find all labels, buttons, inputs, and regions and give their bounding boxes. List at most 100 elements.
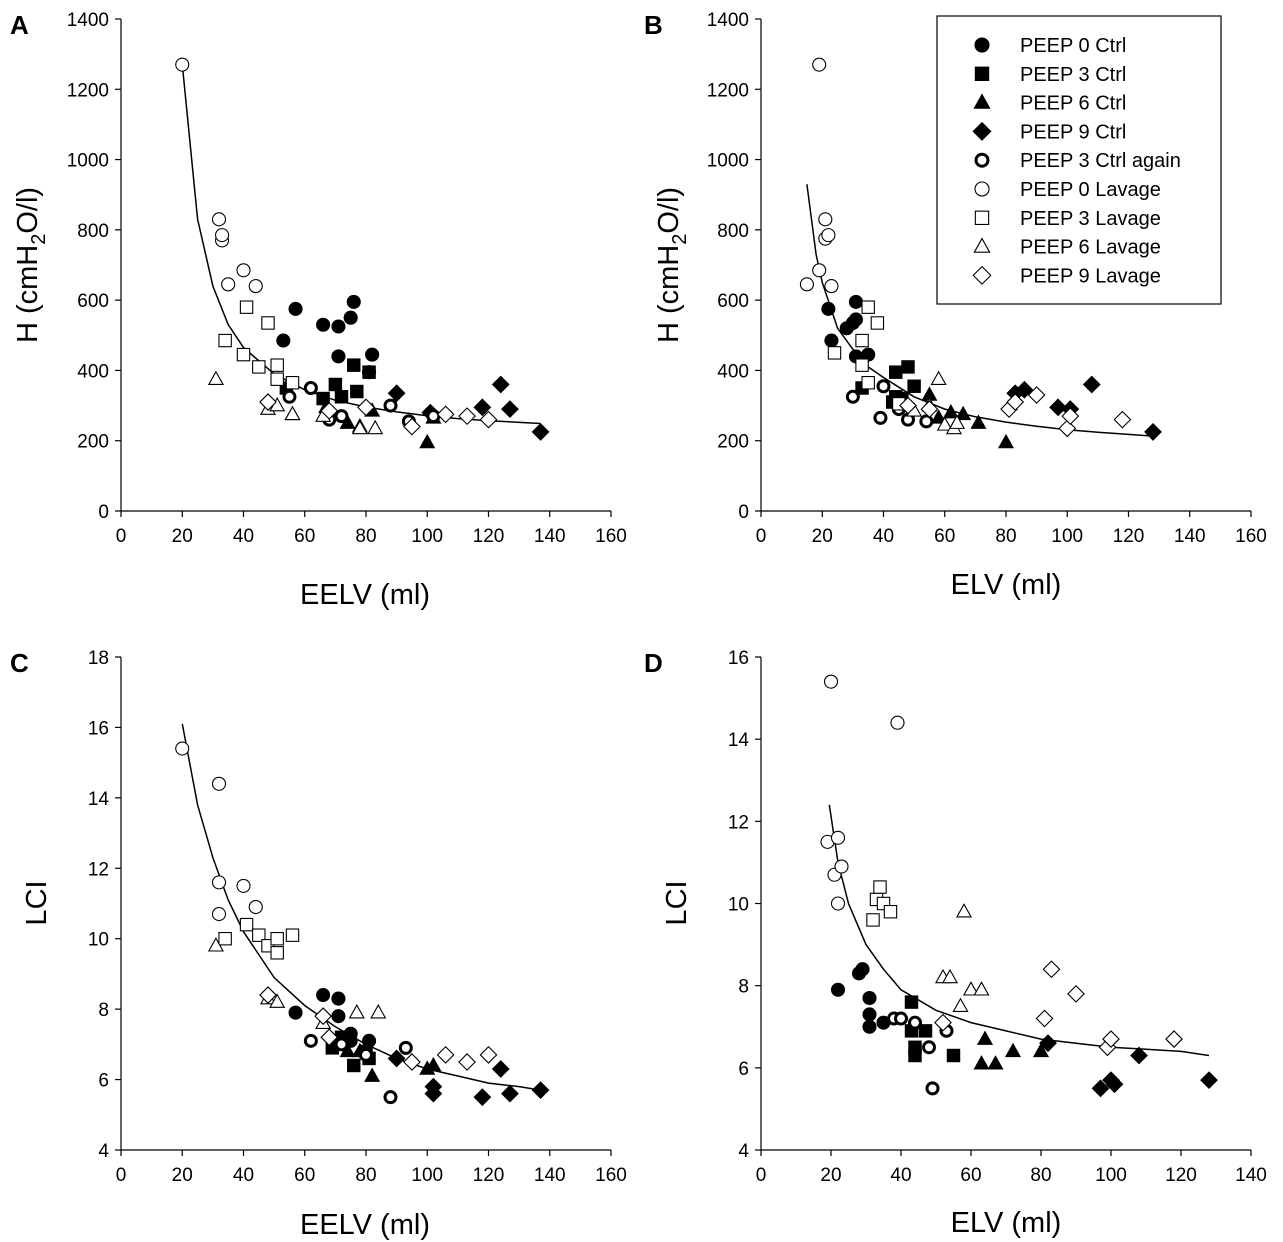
y-tick-label: 1400 [67, 10, 109, 31]
data-point [207, 937, 224, 952]
data-point [1049, 398, 1067, 417]
data-point [918, 1024, 933, 1038]
y-tick-label: 200 [77, 432, 109, 453]
y-axis-label: H (cmH2O/l) [12, 187, 50, 343]
data-point [1113, 410, 1132, 429]
data-point [1027, 386, 1046, 404]
data-point [343, 310, 358, 325]
panel-b: B 0 20 40 60 80 100 120 140 160 0 200 400 600 800 1000… [644, 10, 1267, 601]
y-tick-label: 10 [728, 895, 749, 916]
data-point [934, 1013, 952, 1032]
x-tick-label: 20 [812, 526, 833, 547]
data-point [501, 1084, 519, 1103]
data-point [285, 928, 300, 942]
x-tick-label: 120 [1113, 526, 1145, 547]
x-tick-label: 20 [172, 1165, 193, 1186]
data-point [861, 376, 875, 390]
data-point [314, 1007, 333, 1026]
data-point [952, 997, 969, 1012]
data-point [824, 333, 839, 348]
data-point [419, 433, 436, 449]
y-tick-label: 400 [77, 361, 109, 382]
data-point [331, 349, 346, 364]
data-point [908, 1040, 922, 1055]
data-point [458, 1053, 476, 1071]
data-point [316, 988, 331, 1003]
data-point [1039, 1034, 1057, 1053]
data-point [1091, 1079, 1110, 1098]
data-point [848, 312, 863, 327]
data-point [347, 1058, 361, 1073]
data-point [827, 346, 842, 360]
data-point [387, 1049, 406, 1068]
x-tick-label: 160 [1235, 526, 1267, 547]
data-point [824, 279, 839, 294]
x-tick-label: 140 [1235, 1165, 1267, 1186]
x-tick-label: 40 [233, 1165, 254, 1186]
x-tick-label: 160 [595, 526, 627, 547]
data-point [870, 316, 885, 330]
data-point [370, 1004, 387, 1019]
x-tick-label: 140 [534, 526, 566, 547]
x-tick-label: 100 [1051, 526, 1083, 547]
x-tick-label: 80 [355, 526, 376, 547]
x-tick-label: 20 [172, 526, 193, 547]
data-point [1105, 1075, 1124, 1094]
data-point [331, 319, 346, 334]
data-point [830, 982, 846, 997]
y-tick-label: 14 [88, 789, 110, 810]
data-point [962, 981, 980, 996]
panel-d: D 0 20 40 60 80 100 120 140 4 6 8 10 12 14 16 ELV (ml)… [644, 648, 1267, 1239]
data-point [364, 1067, 381, 1082]
data-point [248, 899, 263, 915]
data-point [403, 1053, 421, 1071]
x-tick-label: 120 [1165, 1165, 1197, 1186]
fit-curve [181, 723, 541, 1091]
y-tick-label: 1000 [707, 151, 749, 172]
data-point [350, 384, 364, 399]
data-point [936, 416, 953, 431]
data-point [270, 931, 284, 946]
panel-a: A 0 20 40 60 80 100 120 140 160 0 200 400 600 800 1000… [10, 10, 627, 611]
x-tick-label: 140 [1174, 526, 1206, 547]
data-point [348, 1004, 365, 1019]
data-point [270, 358, 284, 372]
data-point [1082, 375, 1101, 394]
x-tick-label: 0 [756, 1165, 767, 1186]
legend-label: PEEP 0 Lavage [1020, 179, 1161, 201]
data-point [1035, 1009, 1054, 1028]
y-tick-label: 800 [77, 221, 109, 242]
data-point [899, 396, 917, 415]
data-point [919, 414, 934, 429]
legend-marker [972, 265, 992, 285]
data-point [334, 1037, 349, 1052]
data-point [491, 375, 510, 394]
fit-curve [828, 804, 1210, 1057]
data-point [930, 409, 947, 424]
data-point [987, 1055, 1004, 1070]
data-point [491, 1060, 510, 1078]
data-point [883, 904, 898, 919]
y-tick-label: 1400 [707, 10, 749, 31]
data-point [403, 417, 421, 436]
data-point [239, 917, 254, 932]
data-point [1200, 1071, 1218, 1090]
data-point [357, 398, 375, 417]
data-point [359, 1047, 373, 1062]
data-point [479, 1046, 498, 1064]
data-point [473, 398, 492, 417]
data-point [890, 715, 905, 730]
data-point [175, 57, 190, 72]
data-point [303, 381, 318, 395]
data-point [834, 859, 849, 874]
data-point [269, 993, 286, 1008]
legend-label: PEEP 3 Ctrl [1020, 64, 1126, 86]
data-point [1058, 419, 1077, 438]
data-point [866, 913, 880, 927]
x-tick-label: 60 [294, 1165, 315, 1186]
data-point [861, 300, 875, 314]
y-tick-label: 6 [98, 1071, 109, 1092]
data-point [248, 279, 263, 294]
x-tick-label: 120 [473, 526, 505, 547]
data-point [282, 389, 297, 404]
